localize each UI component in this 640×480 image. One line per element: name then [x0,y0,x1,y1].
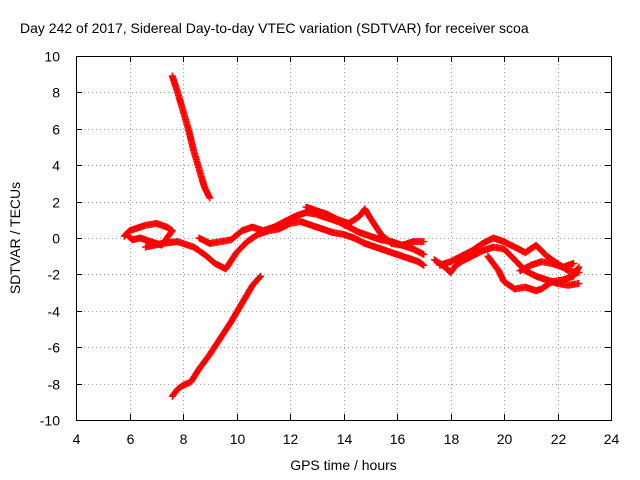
y-tick-label: -10 [40,413,60,429]
series-markers [142,218,428,273]
x-tick-label: 18 [444,431,460,447]
series-track-b [168,272,265,400]
grid [76,56,611,420]
y-tick-label: -6 [48,340,61,356]
x-tick-label: 16 [390,431,406,447]
x-tick-label: 20 [497,431,513,447]
series-markers [516,258,577,275]
y-tick-label: 0 [52,231,60,247]
y-tick-label: 6 [52,122,60,138]
y-tick-label: -8 [48,377,61,393]
y-tick-label: 8 [52,85,60,101]
x-tick-label: 12 [283,431,299,447]
x-tick-label: 8 [180,431,188,447]
x-tick-label: 14 [337,431,353,447]
chart-title: Day 242 of 2017, Sidereal Day-to-day VTE… [20,20,529,36]
y-tick-label: 2 [52,195,60,211]
series-track-i [484,252,583,295]
series-markers [302,203,428,249]
y-tick-label: 10 [44,49,60,65]
series-track-f [302,203,428,249]
series-markers [168,272,265,400]
y-tick-label: -4 [48,304,61,320]
data-points [120,72,583,400]
series-markers [168,72,214,202]
x-tick-label: 22 [551,431,567,447]
x-tick-label: 24 [604,431,620,447]
series-markers [484,252,583,295]
x-tick-label: 4 [73,431,81,447]
x-tick-label: 10 [230,431,246,447]
y-tick-label: 4 [52,158,60,174]
x-tick-label: 6 [127,431,135,447]
y-tick-label: -2 [48,267,61,283]
series-track-d [142,218,428,273]
y-axis-label: SDTVAR / TECUs [7,182,23,294]
x-axis-label: GPS time / hours [290,457,397,473]
series-track-j [516,258,577,275]
series-track-a [168,72,214,202]
